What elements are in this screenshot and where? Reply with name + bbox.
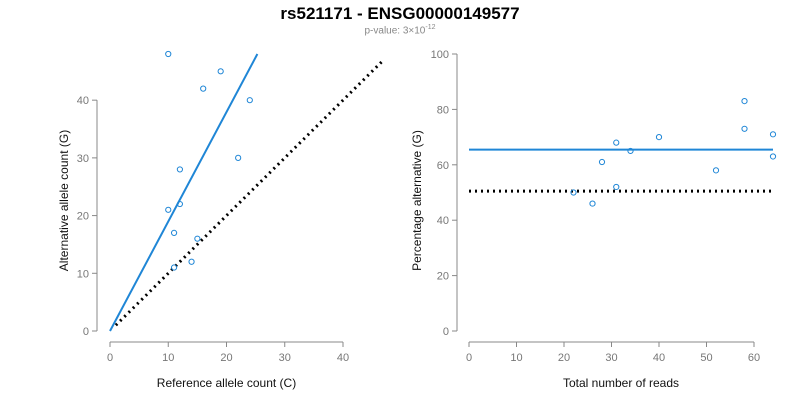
chart-title: rs521171 - ENSG00000149577	[280, 4, 520, 23]
plot1-y-tick-label: 30	[77, 153, 89, 165]
plot1-data-point	[176, 200, 183, 208]
plot1-fit-line	[109, 53, 259, 332]
plot1-data-point	[200, 85, 207, 92]
plot1-data-point	[217, 68, 224, 75]
plot2-y-tick-label: 40	[437, 215, 449, 227]
plot1-data-point	[194, 235, 201, 242]
plot2-x-tick-label: 10	[510, 352, 522, 364]
plot2-data-point	[741, 125, 748, 132]
plot1-data-point	[176, 166, 183, 173]
plot2-x-tick-label: 60	[748, 352, 760, 364]
plot1-data-point	[170, 229, 178, 236]
plot1-y-tick-label: 20	[77, 211, 89, 223]
p-value-base: 10	[414, 25, 426, 37]
plot2-data-point	[769, 131, 777, 138]
plot2-y-tick-label: 60	[437, 160, 449, 172]
plot2-x-tick-label: 40	[653, 352, 665, 364]
plot2-y-tick-label: 100	[431, 49, 449, 61]
plot1-x-tick-label: 0	[107, 352, 113, 364]
p-value-prefix: p-value: 3	[364, 25, 409, 37]
plot1-x-tick-label: 40	[337, 352, 349, 364]
plot2-data-point	[589, 200, 596, 207]
plot1-y-tick-label: 40	[77, 95, 89, 107]
plot2-y-tick-label: 0	[443, 326, 449, 338]
plot2-data-point	[598, 158, 606, 166]
plot1-data-point	[235, 154, 242, 161]
plot1-x-tick-label: 30	[279, 352, 291, 364]
plot2-data-point	[741, 97, 748, 105]
plot2-data-point	[712, 167, 720, 174]
plot1-x-tick-label: 20	[220, 352, 232, 364]
plot1-y-tick-label: 0	[83, 326, 89, 338]
plot1-data-point	[165, 206, 172, 213]
plot2-y-tick-label: 80	[437, 104, 449, 116]
plot2-data-point	[613, 183, 620, 191]
plot1-y-tick-label: 10	[77, 268, 89, 280]
plot1-x-axis-title: Reference allele count (C)	[157, 376, 296, 390]
plot2-data-point	[627, 147, 634, 155]
p-value-times: ×	[408, 25, 415, 37]
p-value-subtitle: p-value: 3×10-12	[0, 24, 800, 36]
plot2-x-tick-label: 0	[466, 352, 472, 364]
plot2-data-point	[769, 153, 777, 160]
plot2-data-point	[570, 189, 577, 196]
plot1-data-point	[246, 97, 253, 104]
plot2-data-point	[613, 139, 620, 146]
plot2-x-axis-title: Total number of reads	[563, 376, 679, 390]
plot1-data-point	[170, 264, 178, 271]
plot1-y-axis-title: Alternative allele count (G)	[57, 130, 71, 271]
plot2-y-axis-title: Percentage alternative (G)	[410, 130, 424, 271]
plot1-reference-line	[114, 58, 385, 327]
plot2-y-tick-label: 20	[437, 271, 449, 283]
plot1-data-point	[188, 258, 195, 265]
p-value-exponent: -12	[425, 24, 436, 31]
plot2-x-tick-label: 20	[558, 352, 570, 364]
plot2-x-tick-label: 50	[700, 352, 712, 364]
plot2-x-tick-label: 30	[605, 352, 617, 364]
plot1-data-point	[165, 50, 172, 58]
plot2-data-point	[655, 134, 663, 141]
plot1-x-tick-label: 10	[162, 352, 174, 364]
